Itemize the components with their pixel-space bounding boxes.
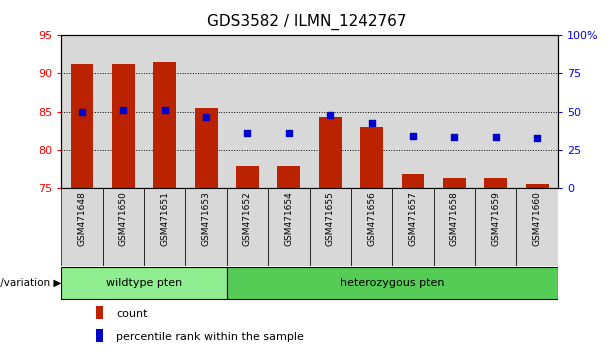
Bar bbox=[443, 178, 466, 188]
Bar bbox=[96, 329, 103, 342]
Point bbox=[532, 135, 542, 141]
Bar bbox=[434, 35, 475, 188]
Point bbox=[201, 114, 211, 120]
Bar bbox=[402, 174, 424, 188]
Bar bbox=[103, 188, 144, 266]
Bar bbox=[392, 35, 433, 188]
Text: GSM471648: GSM471648 bbox=[77, 192, 86, 246]
Bar bbox=[144, 188, 186, 266]
Bar bbox=[310, 188, 351, 266]
Bar bbox=[268, 35, 310, 188]
Bar bbox=[227, 188, 268, 266]
Bar bbox=[96, 306, 103, 319]
Text: GSM471656: GSM471656 bbox=[367, 192, 376, 246]
Bar bbox=[186, 35, 227, 188]
Bar bbox=[236, 166, 259, 188]
Bar bbox=[526, 184, 549, 188]
Bar bbox=[61, 35, 103, 188]
Point bbox=[367, 120, 376, 126]
Bar bbox=[144, 35, 186, 188]
Bar bbox=[351, 35, 392, 188]
Text: GSM471651: GSM471651 bbox=[160, 192, 169, 246]
Text: GSM471657: GSM471657 bbox=[408, 192, 417, 246]
Bar bbox=[434, 188, 475, 266]
Bar bbox=[516, 188, 558, 266]
Bar bbox=[484, 178, 507, 188]
Text: GSM471650: GSM471650 bbox=[119, 192, 128, 246]
Bar bbox=[227, 35, 268, 188]
Text: GSM471658: GSM471658 bbox=[450, 192, 459, 246]
Bar bbox=[70, 64, 93, 188]
Bar bbox=[61, 267, 227, 299]
Text: GSM471660: GSM471660 bbox=[533, 192, 542, 246]
Bar bbox=[392, 188, 433, 266]
Bar bbox=[195, 108, 218, 188]
Point bbox=[284, 130, 294, 136]
Bar bbox=[153, 62, 176, 188]
Point bbox=[408, 133, 418, 139]
Bar bbox=[475, 35, 516, 188]
Text: GSM471653: GSM471653 bbox=[202, 192, 211, 246]
Point bbox=[118, 107, 128, 113]
Bar bbox=[112, 64, 135, 188]
Point bbox=[491, 134, 501, 139]
Text: GSM471652: GSM471652 bbox=[243, 192, 252, 246]
Bar bbox=[103, 35, 144, 188]
Bar bbox=[268, 188, 310, 266]
Text: GDS3582 / ILMN_1242767: GDS3582 / ILMN_1242767 bbox=[207, 14, 406, 30]
Bar bbox=[278, 166, 300, 188]
Text: percentile rank within the sample: percentile rank within the sample bbox=[116, 332, 304, 342]
Text: count: count bbox=[116, 309, 147, 319]
Bar bbox=[475, 188, 516, 266]
Bar bbox=[310, 35, 351, 188]
Text: heterozygous pten: heterozygous pten bbox=[340, 278, 444, 288]
Bar bbox=[351, 188, 392, 266]
Text: GSM471659: GSM471659 bbox=[491, 192, 500, 246]
Point bbox=[160, 107, 170, 113]
Text: GSM471655: GSM471655 bbox=[326, 192, 335, 246]
Bar bbox=[360, 127, 383, 188]
Bar bbox=[61, 188, 103, 266]
Text: GSM471654: GSM471654 bbox=[284, 192, 294, 246]
Bar bbox=[186, 188, 227, 266]
Bar bbox=[227, 267, 558, 299]
Bar bbox=[319, 117, 341, 188]
Point bbox=[449, 135, 459, 140]
Text: genotype/variation ▶: genotype/variation ▶ bbox=[0, 278, 61, 288]
Point bbox=[77, 109, 87, 114]
Bar bbox=[516, 35, 558, 188]
Text: wildtype pten: wildtype pten bbox=[106, 278, 182, 288]
Point bbox=[326, 113, 335, 118]
Point bbox=[243, 130, 253, 136]
